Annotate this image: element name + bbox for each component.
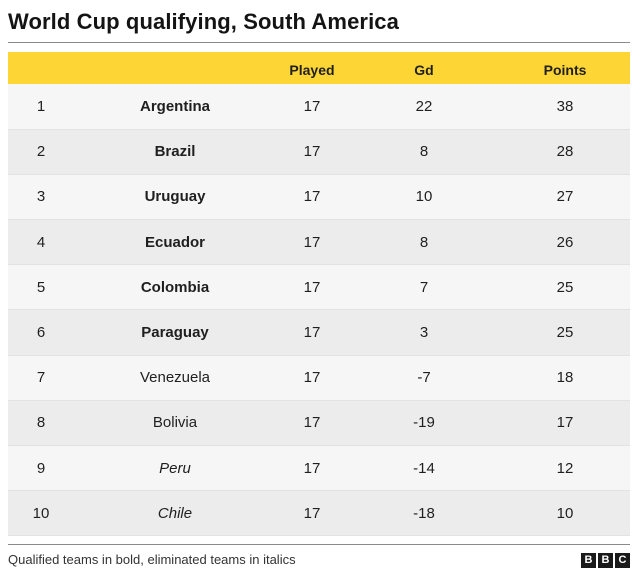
played-cell: 17 [303, 459, 321, 477]
gd-cell: -7 [417, 369, 431, 387]
position-cell: 10 [32, 504, 50, 522]
table-row: 9 Peru 17 -14 12 [8, 445, 630, 491]
position-cell: 1 [36, 97, 46, 115]
table-row: 10 Chile 17 -18 10 [8, 490, 630, 536]
gd-cell: 8 [419, 143, 429, 161]
gd-cell: 3 [419, 324, 429, 342]
team-cell: Colombia [140, 278, 210, 296]
played-cell: 17 [303, 97, 321, 115]
team-cell: Bolivia [152, 414, 198, 432]
gd-cell: -19 [413, 414, 435, 432]
column-header-position [8, 52, 74, 84]
bbc-logo: B B C [581, 553, 630, 568]
team-cell: Brazil [154, 143, 196, 161]
position-cell: 9 [36, 459, 46, 477]
logo-letter: C [615, 553, 630, 568]
position-cell: 7 [36, 369, 46, 387]
points-cell: 28 [556, 143, 574, 161]
table-row: 2 Brazil 17 8 28 [8, 129, 630, 175]
points-cell: 38 [556, 97, 574, 115]
position-cell: 2 [36, 143, 46, 161]
team-cell: Ecuador [144, 233, 205, 251]
table-row: 1 Argentina 17 22 38 [8, 84, 630, 130]
footer-divider [8, 544, 630, 545]
points-cell: 18 [556, 369, 574, 387]
played-cell: 17 [303, 188, 321, 206]
played-cell: 17 [303, 143, 321, 161]
points-cell: 26 [556, 233, 574, 251]
played-cell: 17 [303, 414, 321, 432]
team-cell: Paraguay [141, 324, 209, 342]
played-cell: 17 [303, 278, 321, 296]
team-cell: Uruguay [144, 188, 206, 206]
column-header-played: Played [289, 61, 335, 78]
table-row: 3 Uruguay 17 10 27 [8, 174, 630, 220]
played-cell: 17 [303, 324, 321, 342]
points-cell: 25 [556, 278, 574, 296]
points-cell: 17 [556, 414, 574, 432]
gd-cell: -18 [413, 504, 435, 522]
page-title: World Cup qualifying, South America [8, 9, 399, 34]
title-divider [8, 42, 630, 43]
played-cell: 17 [303, 233, 321, 251]
column-header-team [74, 52, 276, 84]
table-body: 1 Argentina 17 22 38 2 Brazil 17 8 28 3 Uruguay 17 10… [8, 84, 630, 536]
logo-letter: B [598, 553, 613, 568]
position-cell: 3 [36, 188, 46, 206]
points-cell: 25 [556, 324, 574, 342]
column-header-gd: Gd [414, 61, 434, 78]
table-row: 7 Venezuela 17 -7 18 [8, 355, 630, 401]
standings-table: Played Gd Points 1 Argentina 17 22 38 2 Brazil… [8, 52, 630, 536]
played-cell: 17 [303, 369, 321, 387]
gd-cell: -14 [413, 459, 435, 477]
team-cell: Peru [159, 459, 191, 477]
team-cell: Venezuela [139, 369, 211, 387]
table-row: 6 Paraguay 17 3 25 [8, 309, 630, 356]
gd-cell: 8 [419, 233, 429, 251]
points-cell: 12 [556, 459, 574, 477]
played-cell: 17 [303, 504, 321, 522]
team-cell: Chile [157, 504, 193, 522]
gd-cell: 10 [415, 188, 433, 206]
table-header-row: Played Gd Points [8, 52, 630, 84]
position-cell: 6 [36, 324, 46, 342]
logo-letter: B [581, 553, 596, 568]
gd-cell: 7 [419, 278, 429, 296]
footnote: Qualified teams in bold, eliminated team… [8, 552, 296, 567]
team-cell: Argentina [139, 97, 210, 115]
gd-cell: 22 [415, 97, 433, 115]
table-row: 4 Ecuador 17 8 26 [8, 219, 630, 265]
position-cell: 8 [36, 414, 46, 432]
position-cell: 4 [36, 233, 46, 251]
points-cell: 10 [556, 504, 574, 522]
table-row: 8 Bolivia 17 -19 17 [8, 400, 630, 446]
points-cell: 27 [556, 188, 574, 206]
column-header-points: Points [543, 61, 587, 78]
table-row: 5 Colombia 17 7 25 [8, 264, 630, 310]
position-cell: 5 [36, 278, 46, 296]
